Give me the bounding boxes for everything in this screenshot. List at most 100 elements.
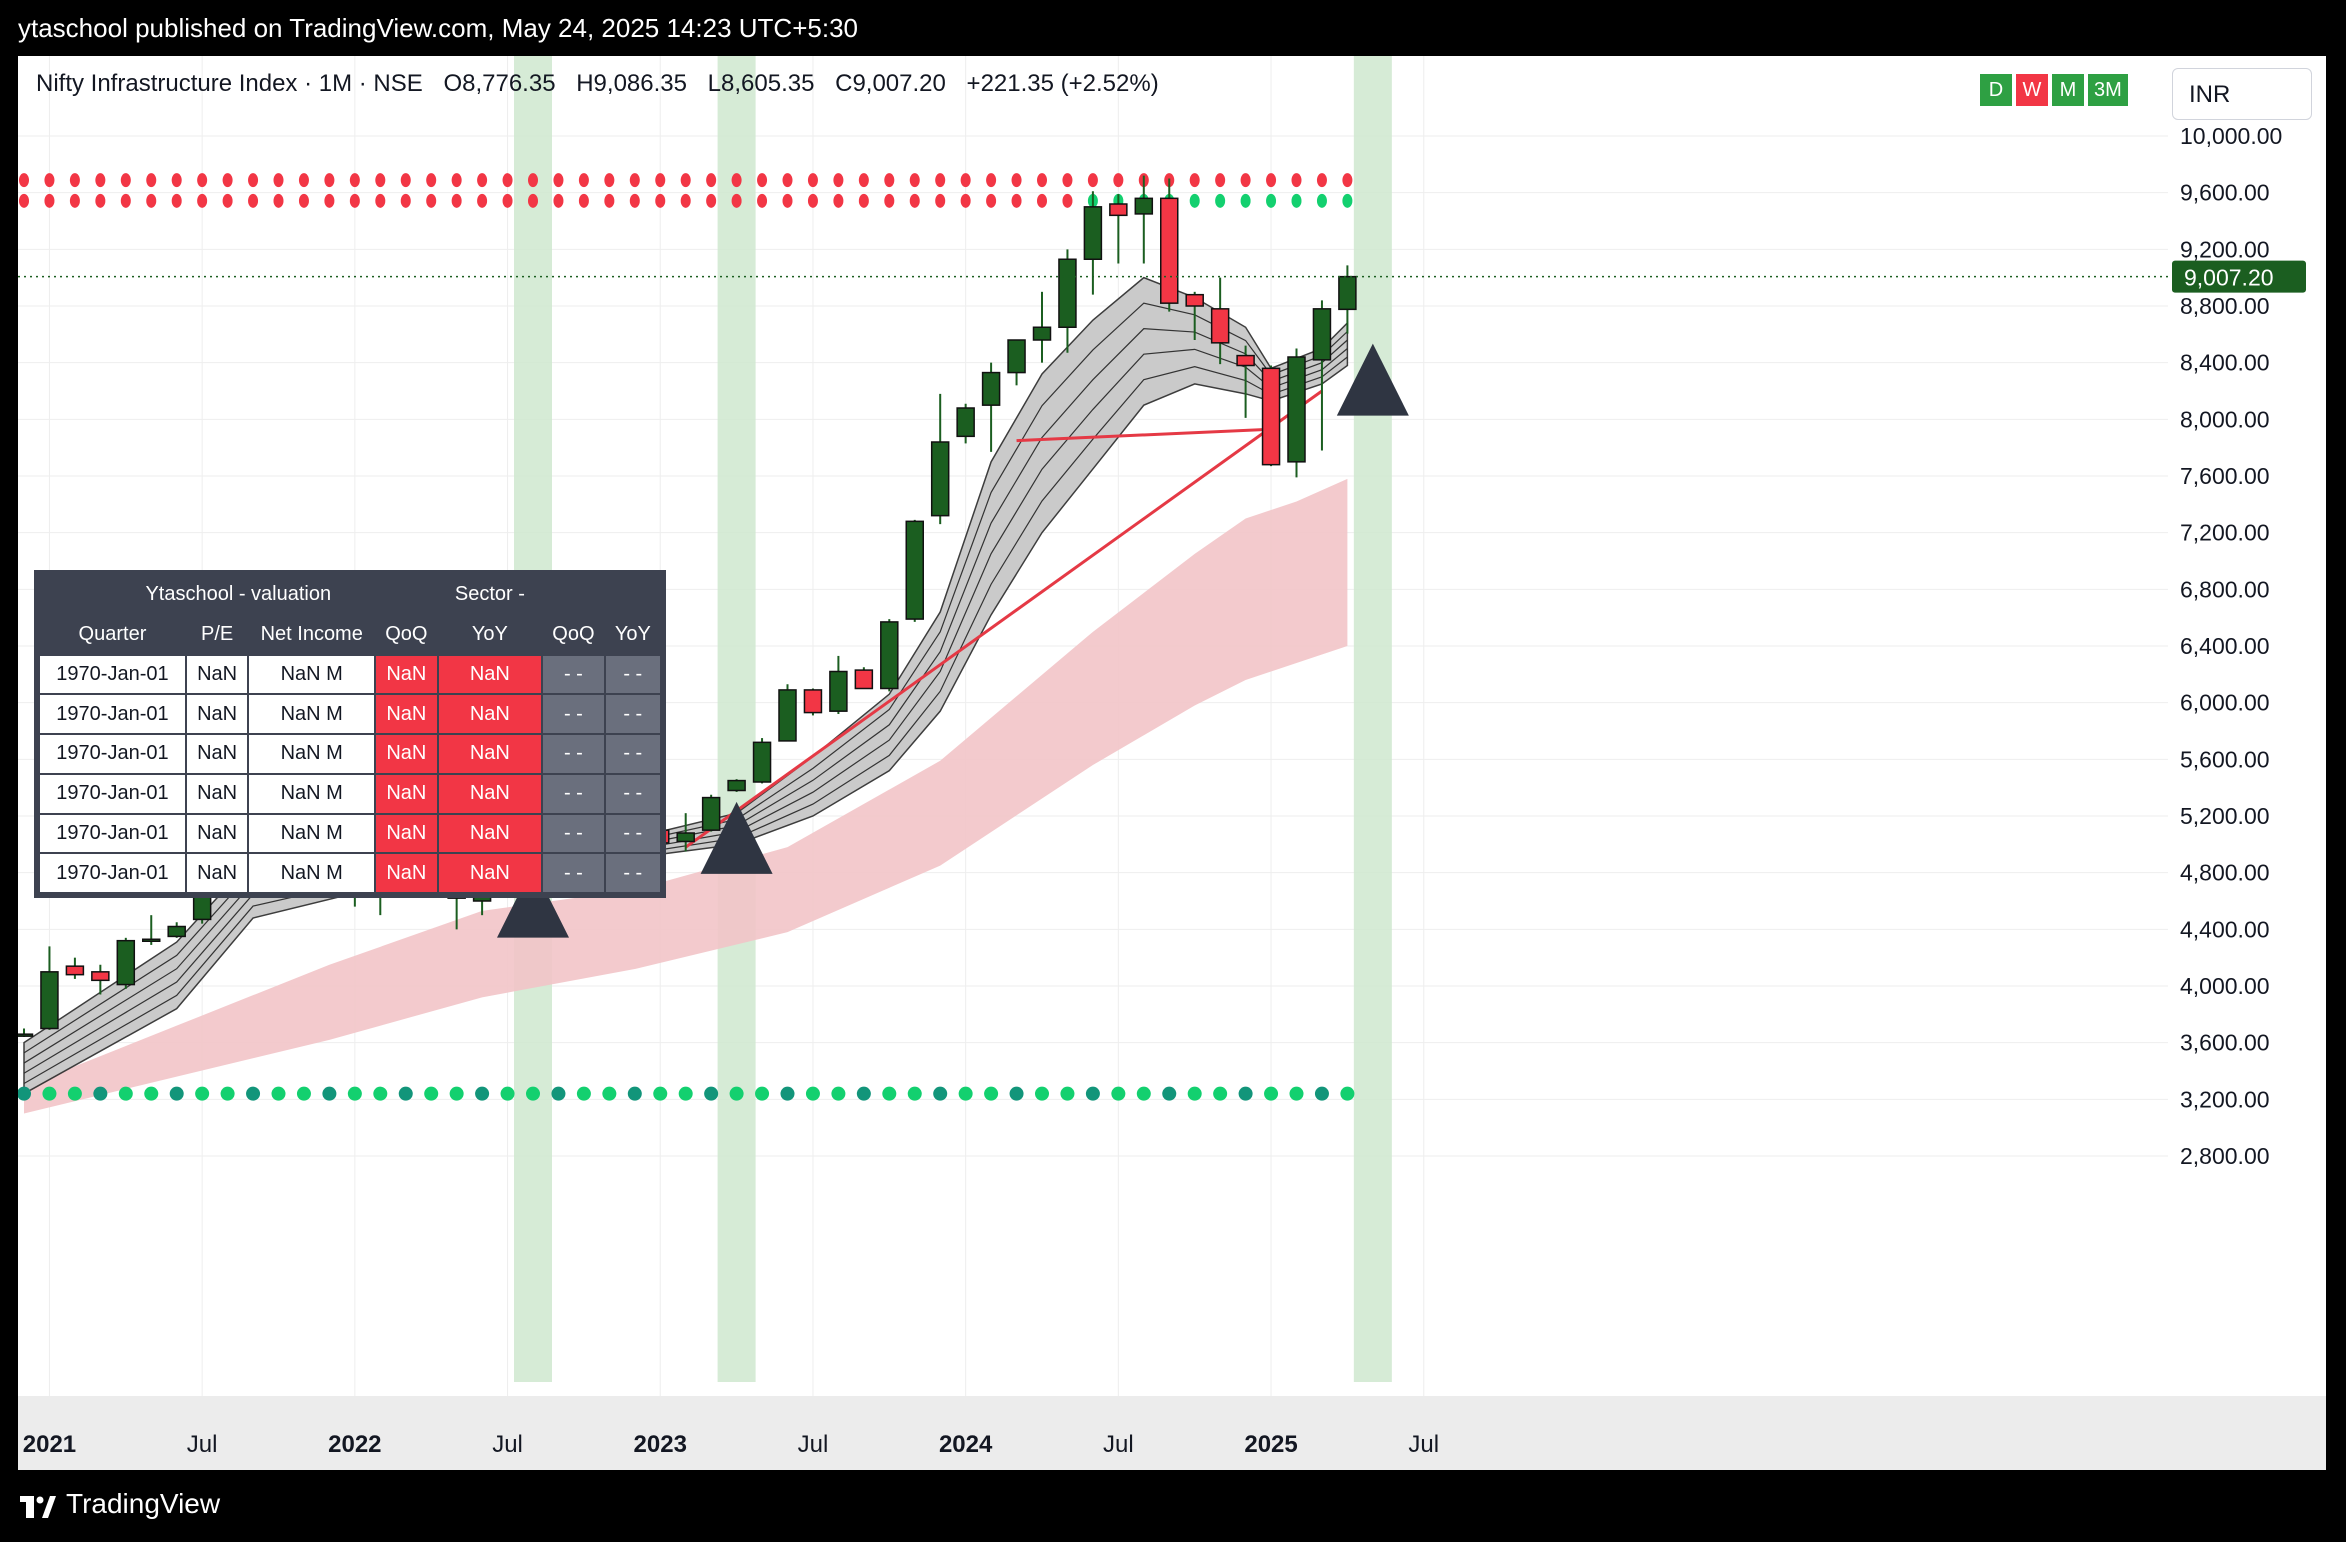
valuation-cell: NaN	[184, 693, 250, 735]
signal-dot-second-row	[451, 193, 462, 208]
signal-dot-red	[960, 173, 971, 188]
valuation-cell: NaN	[374, 693, 439, 735]
valuation-cell: - -	[603, 653, 663, 696]
timeframe-w-button[interactable]: W	[2016, 74, 2048, 106]
valuation-header-row: Quarter P/E Net Income QoQ YoY QoQ YoY	[38, 613, 663, 656]
signal-dot-bottom	[322, 1086, 337, 1101]
signal-dot-bottom	[1009, 1086, 1024, 1101]
candle-up	[1007, 339, 1026, 374]
signal-dot-bottom	[856, 1086, 871, 1101]
signal-dot-second-row	[986, 193, 997, 208]
y-axis-tick-label: 5,200.00	[2180, 803, 2270, 829]
y-axis-tick-label: 2,800.00	[2180, 1143, 2270, 1169]
x-axis-tick-label: 2025	[1244, 1431, 1297, 1458]
signal-dot-bottom	[347, 1086, 362, 1101]
valuation-row: 1970-Jan-01 NaN NaN M NaN NaN - -- -	[38, 693, 663, 735]
signal-dot-bottom	[984, 1086, 999, 1101]
y-axis-tick-label: 10,000.00	[2180, 123, 2282, 149]
signal-dot-bottom	[246, 1086, 261, 1101]
candle-up	[727, 779, 746, 792]
signal-dot-red	[248, 173, 259, 188]
signal-dot-bottom	[1035, 1086, 1049, 1101]
signal-dot-second-row	[731, 193, 742, 208]
signal-dot-bottom	[958, 1086, 973, 1101]
valuation-cell: NaN	[184, 852, 250, 894]
signal-dot-red	[19, 173, 29, 188]
col-header: YoY	[603, 613, 663, 656]
timeframe-d-button[interactable]: D	[1980, 74, 2012, 106]
signal-dot-red	[400, 173, 411, 188]
x-axis-tick-label: Jul	[1408, 1431, 1439, 1458]
signal-dot-red	[451, 173, 462, 188]
signal-dot-red	[426, 173, 437, 188]
sector-cell-empty	[603, 574, 663, 616]
valuation-cell: 1970-Jan-01	[38, 812, 187, 855]
candle-up	[752, 741, 772, 783]
signal-dot-bottom	[67, 1086, 82, 1101]
signal-dot-bottom	[627, 1086, 642, 1101]
valuation-row: 1970-Jan-01 NaN NaN M NaN NaN - -- -	[38, 812, 663, 855]
signal-dot-bottom	[1264, 1086, 1279, 1101]
signal-dot-red	[120, 173, 131, 188]
col-header: QoQ	[374, 613, 439, 656]
signal-dot-red	[1189, 173, 1200, 188]
tradingview-brand[interactable]: TradingView	[66, 1488, 221, 1519]
timeframe-3m-button[interactable]: 3M	[2088, 74, 2128, 106]
signal-dot-red	[578, 173, 589, 188]
last-price-label: 9,007.20	[2184, 265, 2274, 291]
signal-dot-red	[1062, 173, 1073, 188]
candle-up	[778, 689, 797, 742]
currency-selector[interactable]: INR	[2172, 68, 2312, 120]
signal-dot-bottom	[1238, 1086, 1253, 1101]
signal-dot-second-row	[400, 193, 411, 208]
signal-dot-second-row	[1291, 193, 1302, 208]
timeframe-m-button[interactable]: M	[2052, 74, 2084, 106]
x-axis-tick-label: 2023	[634, 1431, 687, 1458]
valuation-cell: NaN	[436, 733, 544, 775]
candle-up	[930, 441, 950, 517]
signal-dot-bottom	[118, 1086, 133, 1101]
signal-dot-bottom	[602, 1086, 617, 1101]
signal-dot-second-row	[349, 193, 360, 208]
candle-up	[1312, 308, 1332, 361]
signal-dot-bottom	[195, 1086, 210, 1101]
signal-dot-bottom	[1060, 1086, 1075, 1101]
signal-dot-red	[146, 173, 157, 188]
signal-dot-bottom	[805, 1086, 820, 1101]
candle-up	[40, 971, 59, 1030]
valuation-cell: - -	[541, 772, 606, 815]
signal-dot-red	[298, 173, 309, 188]
signal-dot-red	[986, 173, 997, 188]
y-axis-tick-label: 8,800.00	[2180, 293, 2270, 319]
x-axis-tick-label: Jul	[1103, 1431, 1134, 1458]
chart-frame[interactable]: 2,800.00 3,200.00 3,600.00 4,000.00 4,400.00…	[18, 56, 2326, 1470]
symbol-label[interactable]: Nifty Infrastructure Index · 1M · NSE	[36, 70, 423, 97]
valuation-row: 1970-Jan-01 NaN NaN M NaN NaN - -- -	[38, 653, 663, 696]
candle-up	[167, 925, 186, 938]
candle-up	[676, 832, 695, 843]
x-axis-tick-label: Jul	[492, 1431, 523, 1458]
signal-dot-bottom	[933, 1086, 948, 1101]
signal-dot-bottom	[398, 1086, 413, 1101]
signal-dot-bottom	[271, 1086, 286, 1101]
signal-dot-red	[553, 173, 564, 188]
signal-dot-red	[833, 173, 844, 188]
candle-up	[1134, 197, 1154, 215]
signal-dot-bottom	[296, 1086, 311, 1101]
signal-dot-second-row	[528, 193, 538, 208]
signal-dot-red	[477, 173, 488, 188]
y-axis-tick-label: 4,000.00	[2180, 973, 2270, 999]
valuation-cell: 1970-Jan-01	[38, 653, 187, 696]
signal-dot-red	[655, 173, 666, 188]
candle-up	[1083, 206, 1103, 260]
candle-up	[956, 407, 975, 438]
candle-down	[65, 965, 85, 976]
valuation-cell: - -	[541, 852, 606, 894]
candle-up	[1032, 326, 1052, 341]
col-header: Quarter	[38, 613, 187, 656]
signal-dot-bottom	[1111, 1086, 1126, 1101]
signal-dot-bottom	[18, 1086, 31, 1101]
y-axis-tick-label: 8,400.00	[2180, 350, 2270, 376]
valuation-cell: 1970-Jan-01	[38, 852, 187, 894]
sector-title: Sector -	[436, 574, 544, 616]
